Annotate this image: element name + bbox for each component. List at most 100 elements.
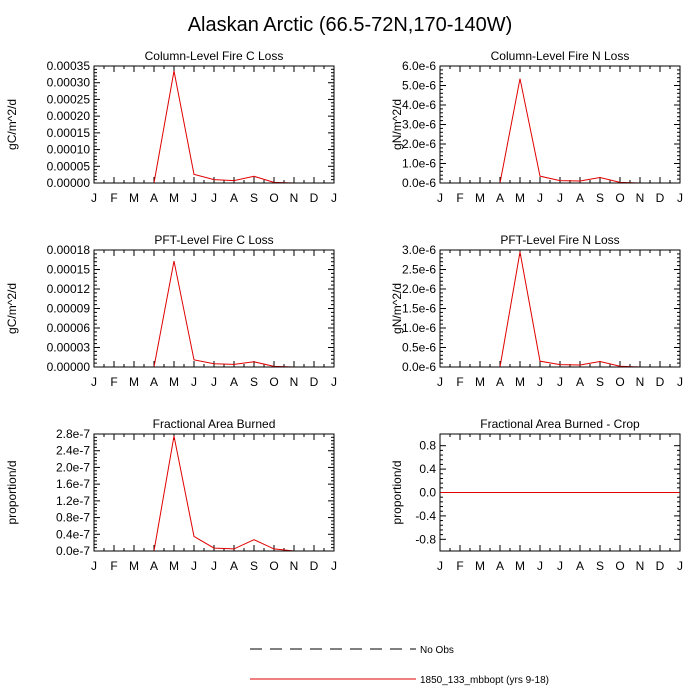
- x-tick-label: S: [250, 375, 258, 389]
- x-tick-label: M: [129, 191, 139, 205]
- x-tick-label: O: [615, 191, 624, 205]
- x-tick-label: M: [169, 191, 179, 205]
- y-tick-label: 0.00025: [47, 92, 91, 106]
- x-tick-label: M: [515, 559, 525, 573]
- y-tick-label: 0.8: [419, 439, 436, 453]
- y-tick-label: 6.0e-6: [402, 59, 436, 73]
- y-axis-label: proportion/d: [390, 460, 404, 524]
- y-tick-label: 0.00010: [47, 143, 91, 157]
- x-tick-label: A: [150, 191, 158, 205]
- y-tick-label: 0.00018: [47, 243, 91, 257]
- panel-title: Fractional Area Burned - Crop: [480, 417, 640, 431]
- x-tick-label: J: [211, 375, 217, 389]
- x-tick-label: S: [250, 191, 258, 205]
- y-tick-label: 0.0: [419, 486, 436, 500]
- y-tick-label: 0.00030: [47, 76, 91, 90]
- x-tick-label: J: [211, 559, 217, 573]
- x-tick-label: A: [230, 559, 238, 573]
- x-tick-label: J: [91, 191, 97, 205]
- x-tick-label: J: [677, 375, 683, 389]
- x-tick-label: S: [596, 191, 604, 205]
- y-tick-label: 0.00003: [47, 341, 91, 355]
- x-tick-label: N: [290, 375, 299, 389]
- y-tick-label: 1.0e-6: [402, 321, 436, 335]
- x-tick-label: A: [576, 375, 584, 389]
- x-tick-label: J: [557, 559, 563, 573]
- x-tick-label: O: [615, 559, 624, 573]
- series-line: [94, 435, 334, 552]
- x-tick-label: M: [515, 191, 525, 205]
- panel-title: Column-Level Fire N Loss: [491, 49, 630, 63]
- figure-title: Alaskan Arctic (66.5-72N,170-140W): [188, 14, 513, 36]
- y-tick-label: 2.5e-6: [402, 263, 436, 277]
- x-tick-label: J: [557, 191, 563, 205]
- x-tick-label: F: [456, 559, 463, 573]
- x-tick-label: J: [677, 191, 683, 205]
- x-tick-label: A: [496, 375, 504, 389]
- x-tick-label: M: [475, 375, 485, 389]
- x-tick-label: F: [110, 191, 117, 205]
- legend: No Obs 1850_133_mbbopt (yrs 9-18): [250, 645, 549, 686]
- x-tick-label: J: [91, 559, 97, 573]
- x-tick-label: M: [129, 375, 139, 389]
- x-tick-label: A: [576, 191, 584, 205]
- y-tick-label: 0.8e-7: [56, 511, 90, 525]
- y-tick-label: -0.4: [415, 509, 436, 523]
- x-tick-label: D: [656, 375, 665, 389]
- y-tick-label: -0.8: [415, 532, 436, 546]
- y-tick-label: 5.0e-6: [402, 79, 436, 93]
- plot-frame: [93, 433, 335, 552]
- x-tick-label: A: [496, 559, 504, 573]
- x-tick-label: M: [129, 559, 139, 573]
- x-tick-label: J: [331, 191, 337, 205]
- y-tick-label: 1.6e-7: [56, 477, 90, 491]
- y-axis-label: gN/m^2/d: [390, 283, 404, 334]
- y-tick-label: 0.4: [419, 462, 436, 476]
- x-tick-label: M: [169, 375, 179, 389]
- x-tick-label: D: [310, 559, 319, 573]
- y-axis-label: gC/m^2/d: [5, 283, 19, 334]
- x-tick-label: J: [437, 375, 443, 389]
- panel-title: PFT-Level Fire C Loss: [154, 233, 273, 247]
- x-tick-label: J: [437, 191, 443, 205]
- x-tick-label: F: [110, 559, 117, 573]
- y-tick-label: 1.5e-6: [402, 302, 436, 316]
- x-tick-label: D: [656, 191, 665, 205]
- y-tick-label: 1.0e-6: [402, 157, 436, 171]
- x-tick-label: S: [596, 375, 604, 389]
- x-tick-label: A: [230, 375, 238, 389]
- x-tick-label: J: [437, 559, 443, 573]
- y-tick-label: 1.2e-7: [56, 494, 90, 508]
- x-tick-label: S: [596, 559, 604, 573]
- plot-frame: [439, 433, 681, 552]
- x-tick-label: M: [475, 559, 485, 573]
- y-tick-label: 0.00020: [47, 109, 91, 123]
- panel-title: Fractional Area Burned: [153, 417, 276, 431]
- x-tick-label: J: [191, 375, 197, 389]
- x-tick-label: D: [656, 559, 665, 573]
- x-tick-label: O: [615, 375, 624, 389]
- x-tick-label: O: [269, 559, 278, 573]
- x-tick-label: J: [537, 191, 543, 205]
- x-tick-label: N: [636, 375, 645, 389]
- x-tick-label: J: [677, 559, 683, 573]
- y-tick-label: 3.0e-6: [402, 243, 436, 257]
- y-tick-label: 2.4e-7: [56, 444, 90, 458]
- x-tick-label: A: [230, 191, 238, 205]
- x-tick-label: A: [150, 375, 158, 389]
- y-tick-label: 0.0e-6: [402, 176, 436, 190]
- series-line: [94, 260, 334, 368]
- plot-frame: [439, 249, 681, 368]
- y-axis-label: proportion/d: [5, 460, 19, 524]
- x-tick-label: J: [91, 375, 97, 389]
- plot-frame: [93, 65, 335, 184]
- x-tick-label: O: [269, 375, 278, 389]
- y-tick-label: 0.00015: [47, 126, 91, 140]
- y-tick-label: 3.0e-6: [402, 118, 436, 132]
- y-tick-label: 0.00035: [47, 59, 91, 73]
